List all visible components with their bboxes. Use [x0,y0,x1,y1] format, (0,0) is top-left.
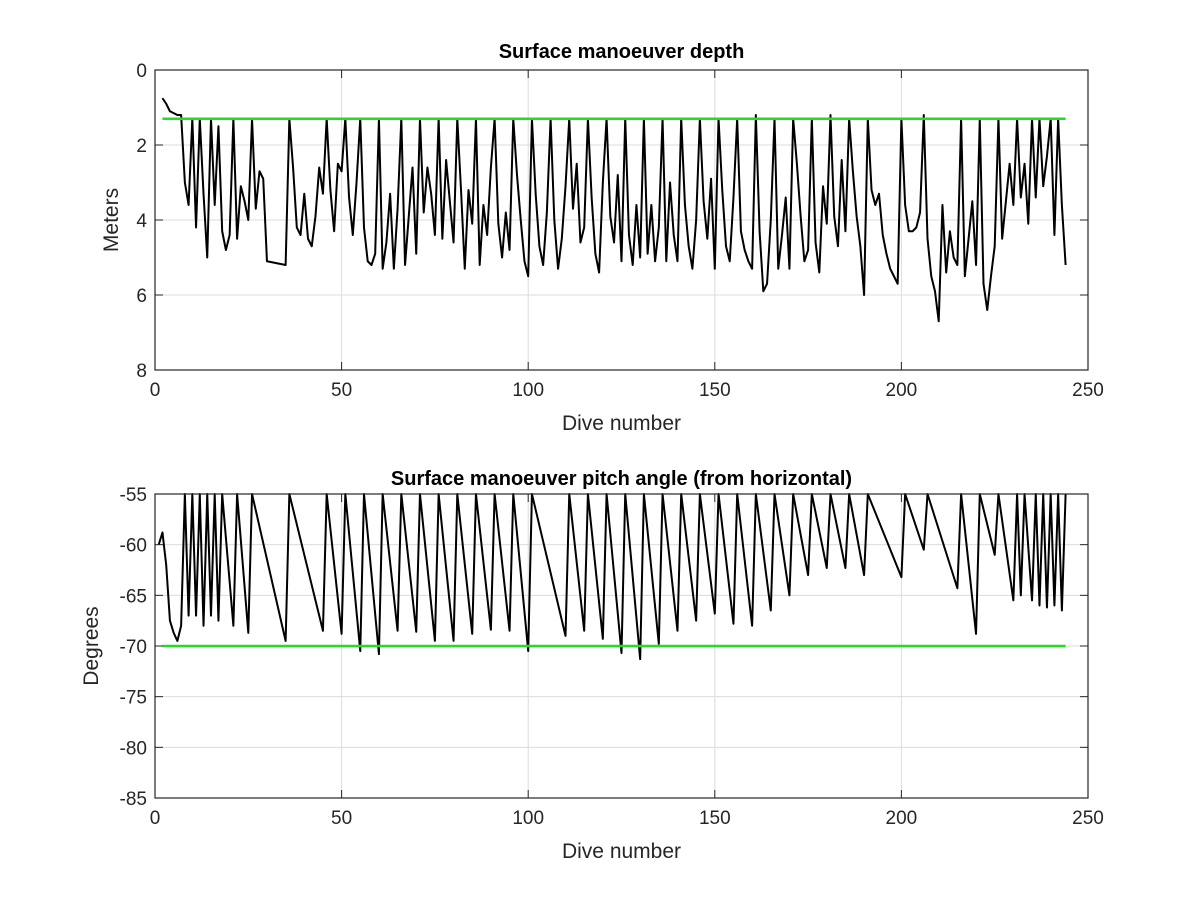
x-tick-label: 100 [512,808,544,829]
x-tick-label: 0 [150,380,161,401]
y-axis-label: Degrees [80,606,103,685]
x-axis-label: Dive number [562,412,681,435]
depth-chart: 0 50 100 150 200 250 0 2 4 6 8 Surface manoeuver de… [100,41,1104,435]
x-axis-label: Dive number [562,840,681,863]
x-tick-label: 50 [331,380,352,401]
y-tick-label: -80 [120,738,147,759]
y-tick-label: 2 [136,136,147,157]
y-tick-label: -75 [120,688,147,709]
data-series-line [157,493,1067,661]
y-tick-label: -55 [120,485,147,506]
chart-title: Surface manoeuver depth [499,41,745,63]
chart-title: Surface manoeuver pitch angle (from hori… [391,468,852,490]
x-tick-label: 100 [512,380,544,401]
x-tick-label: 200 [886,808,918,829]
y-tick-label: 6 [136,286,147,307]
x-tick-label: 150 [699,808,731,829]
x-tick-label: 250 [1072,808,1104,829]
y-tick-label: 8 [136,361,147,382]
y-tick-label: -60 [120,536,147,557]
y-axis-label: Meters [100,188,123,252]
x-tick-label: 0 [150,808,161,829]
x-tick-label: 250 [1072,380,1104,401]
x-tick-label: 200 [886,380,918,401]
y-tick-label: -65 [120,586,147,607]
y-tick-label: 0 [136,61,147,82]
y-tick-label: -85 [120,789,147,810]
pitch-angle-chart: 0 50 100 150 200 250 -55 -60 -65 -70 -75 -80 -85 Surf… [80,468,1104,863]
y-tick-label: -70 [120,637,147,658]
y-tick-label: 4 [136,211,147,232]
x-tick-label: 150 [699,380,731,401]
data-series-line [161,97,1067,323]
x-tick-label: 50 [331,808,352,829]
